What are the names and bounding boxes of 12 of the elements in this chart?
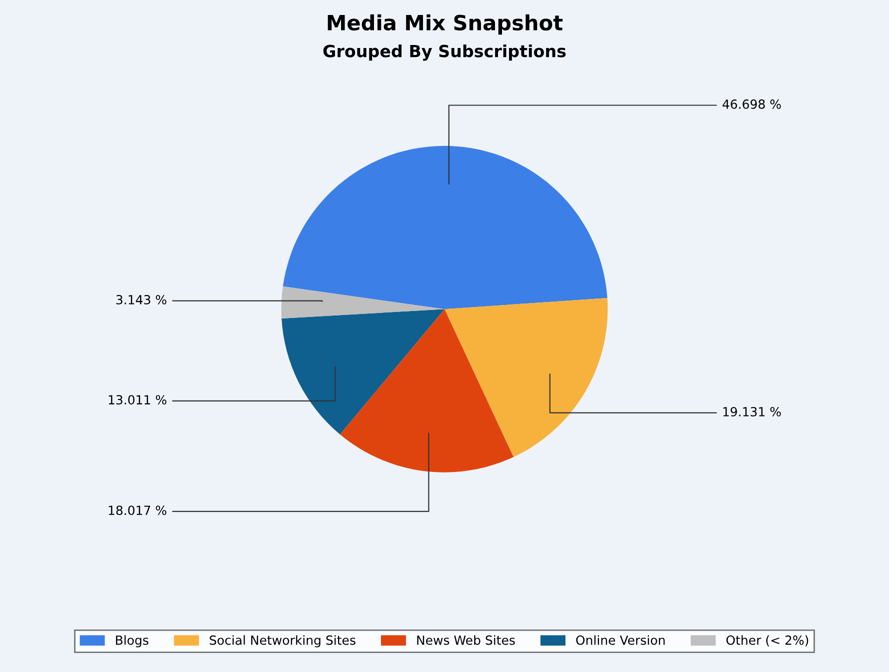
data-label: 3.143 % [116,294,166,304]
legend-label: Other (< 2%) [726,635,808,646]
data-label: 13.011 % [108,395,166,405]
data-label: 19.131 % [723,406,781,416]
legend-label: Blogs [116,635,148,648]
data-label: 18.017 % [108,506,166,516]
chart-title: Media Mix Snapshot [328,14,563,35]
legend-label: News Web Sites [417,635,515,645]
data-label: 46.698 % [722,99,781,109]
legend-label: Social Networking Sites [210,635,356,648]
legend-label: Online Version [576,635,665,645]
chart-subtitle: Grouped By Subscriptions [323,44,566,61]
